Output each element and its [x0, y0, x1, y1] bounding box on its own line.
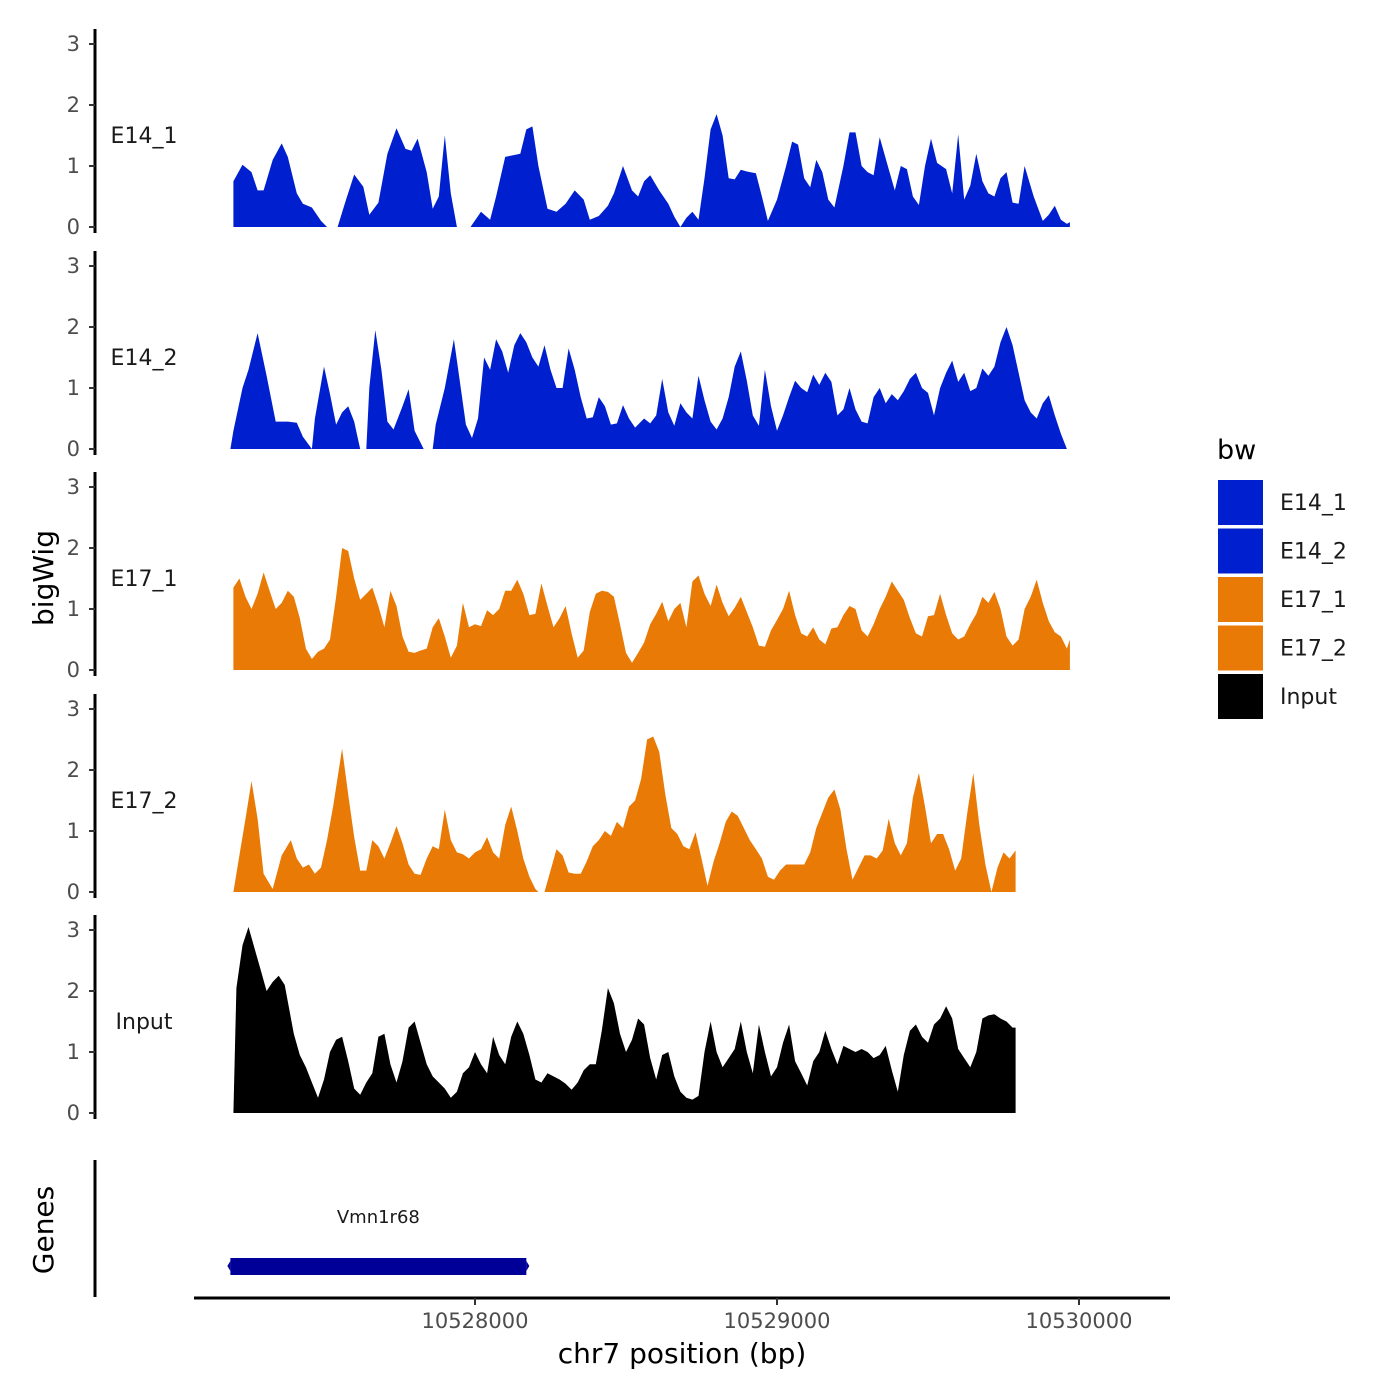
y-tick-label: 0 [67, 880, 80, 904]
signal-area-e14-2 [230, 327, 1067, 449]
y-tick-label: 0 [67, 437, 80, 461]
gene-bar [230, 1258, 527, 1275]
track-input: 0 1 2 3 Input [67, 915, 1016, 1125]
legend: bw E14_1 E14_2 E17_1 E17_2 Input [1217, 435, 1347, 719]
legend-title: bw [1217, 435, 1256, 466]
x-tick-label: 10528000 [422, 1309, 529, 1333]
legend-label: E17_2 [1280, 637, 1347, 662]
track-label: E14_2 [111, 346, 178, 371]
y-tick-label: 1 [67, 154, 80, 178]
y-tick-label: 2 [67, 979, 80, 1003]
legend-label: E17_1 [1280, 588, 1347, 613]
y-tick-label: 2 [67, 315, 80, 339]
track-label: Input [116, 1010, 173, 1035]
x-tick-label: 10529000 [724, 1309, 831, 1333]
legend-swatch [1218, 674, 1263, 719]
signal-tracks: 0 1 2 3 E14_1 0 1 2 3 E14_2 0 1 2 3 E17_1 0 1 2 3 E17_2 0 1 2 3… [67, 29, 1070, 1125]
signal-area-e14-1 [233, 114, 1070, 227]
x-axis-title: chr7 position (bp) [558, 1337, 807, 1370]
gene-panel: Vmn1r68 [93, 1160, 530, 1297]
y-tick-label: 3 [67, 918, 80, 942]
y-tick-label: 1 [67, 819, 80, 843]
y-tick-label: 1 [67, 376, 80, 400]
legend-swatch [1218, 480, 1263, 525]
y-tick-label: 1 [67, 1040, 80, 1064]
track-label: E14_1 [111, 124, 178, 149]
y-tick-label: 0 [67, 215, 80, 239]
gene-name-label: Vmn1r68 [337, 1207, 420, 1228]
y-tick-label: 2 [67, 93, 80, 117]
track-e14-2: 0 1 2 3 E14_2 [67, 251, 1067, 461]
y-tick-label: 3 [67, 475, 80, 499]
genes-panel-title: Genes [27, 1186, 60, 1274]
x-tick-label: 10530000 [1026, 1309, 1133, 1333]
legend-swatch [1218, 577, 1263, 622]
signal-area-e17-1 [233, 548, 1070, 670]
track-e14-1: 0 1 2 3 E14_1 [67, 29, 1070, 239]
legend-label: E14_1 [1280, 491, 1347, 516]
y-tick-label: 1 [67, 597, 80, 621]
y-tick-label: 0 [67, 658, 80, 682]
signal-area-e17-2 [233, 736, 1016, 892]
legend-label: Input [1280, 685, 1337, 710]
signal-area-input [233, 927, 1016, 1113]
y-tick-label: 3 [67, 254, 80, 278]
y-tick-label: 0 [67, 1101, 80, 1125]
legend-swatch [1218, 528, 1263, 574]
track-e17-1: 0 1 2 3 E17_1 [67, 472, 1070, 682]
x-axis: 10528000 10529000 10530000 [194, 1296, 1170, 1333]
y-tick-label: 2 [67, 536, 80, 560]
track-e17-2: 0 1 2 3 E17_2 [67, 694, 1016, 904]
y-tick-label: 2 [67, 758, 80, 782]
legend-swatch [1218, 625, 1263, 671]
track-label: E17_1 [111, 567, 178, 592]
legend-label: E14_2 [1280, 540, 1347, 565]
y-tick-label: 3 [67, 697, 80, 721]
y-axis-title: bigWig [27, 530, 60, 626]
y-tick-label: 3 [67, 32, 80, 56]
track-label: E17_2 [111, 789, 178, 814]
